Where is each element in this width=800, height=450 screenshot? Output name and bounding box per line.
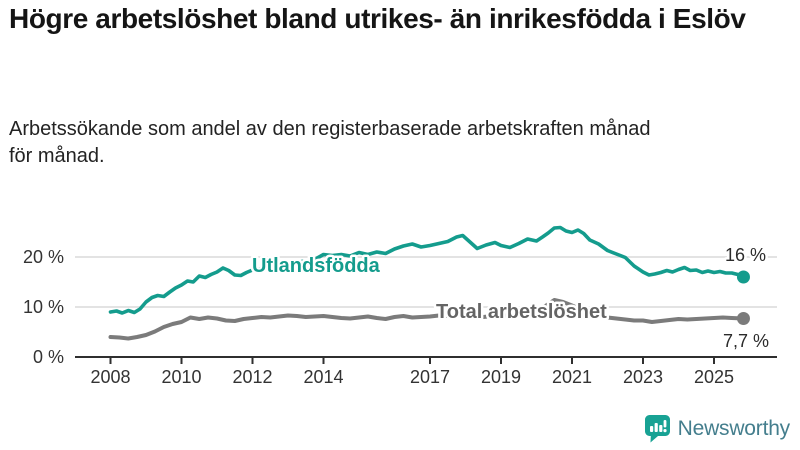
y-tick-label: 10 % [23,297,64,317]
x-tick-label: 2008 [90,367,130,387]
brand-footer: Newsworthy [644,414,790,443]
series-line-utlandsfodda [108,225,746,315]
x-tick-label: 2025 [694,367,734,387]
series-label-total: Total arbetslöshet [436,301,607,323]
end-value-label-utlandsfodda: 16 % [725,245,766,265]
end-value-label-total: 7,7 % [723,331,769,351]
x-tick-label: 2019 [481,367,521,387]
y-tick-label: 20 % [23,247,64,267]
newsworthy-logo-icon [644,415,670,443]
series-label-utlandsfodda: Utlandsfödda [252,255,381,277]
series-line-total [108,298,746,341]
line-chart: 2008 2010 2012 2014 2017 2019 2021 2023 2025 0 % 1… [23,225,777,387]
x-tick-label: 2023 [623,367,663,387]
chart-subtitle: Arbetssökande som andel av den registerb… [9,118,651,167]
x-tick-label: 2017 [410,367,450,387]
x-tick-label: 2010 [161,367,201,387]
end-dot-utlandsfodda [736,270,750,284]
x-tick-label: 2021 [552,367,592,387]
chart-title: Högre arbetslöshet bland utrikes- än inr… [9,3,746,34]
x-tick-label: 2012 [232,367,272,387]
end-dot-total [736,312,750,325]
logo-bars [649,420,667,433]
y-tick-label: 0 % [33,347,64,367]
brand-name: Newsworthy [677,416,791,440]
x-tick-label: 2014 [303,367,343,387]
